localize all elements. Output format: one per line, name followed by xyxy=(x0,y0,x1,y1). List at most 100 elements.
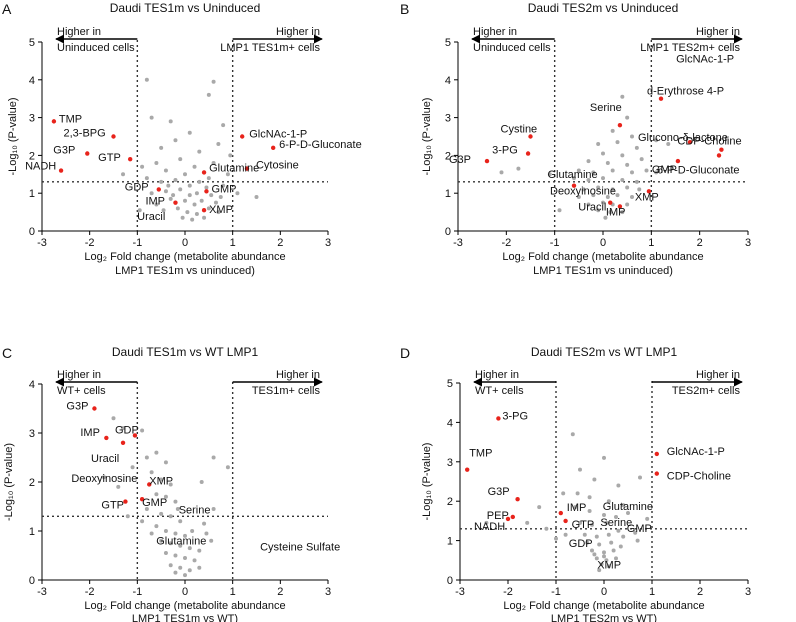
data-point-nonsignificant xyxy=(211,160,216,165)
x-tick-label: -1 xyxy=(132,586,142,598)
x-tick-label: -1 xyxy=(551,586,561,598)
y-tick-label: 3 xyxy=(447,457,453,469)
data-point-nonsignificant xyxy=(154,202,159,207)
data-point-nonsignificant xyxy=(216,142,221,147)
data-point-nonsignificant xyxy=(192,558,197,563)
data-point-nonsignificant xyxy=(168,541,173,546)
volcano-panel-d: D Daudi TES2m vs WT LMP1 -3 -2 -1 0 1 2 3 0 1 2 3 4 5 L… xyxy=(400,345,751,622)
data-point-nonsignificant xyxy=(581,187,586,192)
data-point-significant xyxy=(156,187,161,192)
data-point-nonsignificant xyxy=(599,562,604,567)
metabolite-label: IMP xyxy=(567,502,587,514)
x-tick-label: -3 xyxy=(453,237,463,249)
data-point-nonsignificant xyxy=(484,520,489,525)
data-point-nonsignificant xyxy=(620,210,625,215)
y-tick-label: 2 xyxy=(445,150,451,162)
x-axis-label-line2: LMP1 TES1m vs uninduced) xyxy=(533,265,673,277)
data-point-significant xyxy=(58,168,64,173)
data-point-nonsignificant xyxy=(654,170,659,175)
data-point-nonsignificant xyxy=(601,200,605,205)
data-point-nonsignificant xyxy=(254,194,259,199)
metabolite-label: CDP-Choline xyxy=(677,136,741,148)
data-point-nonsignificant xyxy=(202,521,207,526)
data-point-nonsignificant xyxy=(168,482,173,487)
metabolite-label: XMP xyxy=(635,191,659,203)
data-point-significant xyxy=(465,467,470,472)
metabolite-label: GlcNAc-1-P xyxy=(667,446,725,458)
data-point-significant xyxy=(675,158,681,164)
data-point-significant xyxy=(525,151,531,156)
x-tick-label: 1 xyxy=(230,586,236,598)
data-point-significant xyxy=(646,189,652,194)
data-point-nonsignificant xyxy=(163,168,168,173)
data-point-nonsignificant xyxy=(149,191,154,196)
data-point-nonsignificant xyxy=(183,555,187,560)
metabolite-label: Uracil xyxy=(578,202,606,214)
panel-title: Daudi TES2m vs WT LMP1 xyxy=(531,345,678,359)
x-tick-label: 2 xyxy=(697,237,703,249)
y-tick-label: 1 xyxy=(445,188,451,200)
data-point-nonsignificant xyxy=(630,170,634,175)
data-point-nonsignificant xyxy=(616,528,621,533)
data-point-nonsignificant xyxy=(633,530,638,535)
data-point-significant xyxy=(658,96,664,101)
data-point-nonsignificant xyxy=(228,153,233,158)
y-tick-label: 1 xyxy=(29,188,35,200)
data-point-nonsignificant xyxy=(590,522,594,527)
data-point-nonsignificant xyxy=(130,465,135,470)
data-point-nonsignificant xyxy=(159,179,164,184)
arrow-left-label: Higher in xyxy=(473,26,517,38)
metabolite-label: G3P xyxy=(488,486,510,498)
data-point-nonsignificant xyxy=(601,176,605,181)
data-point-significant xyxy=(139,496,145,502)
data-point-nonsignificant xyxy=(610,128,615,133)
data-point-nonsignificant xyxy=(154,492,159,497)
arrow-right-label-line2: TES2m+ cells xyxy=(672,385,741,397)
data-point-nonsignificant xyxy=(645,516,650,521)
data-point-significant xyxy=(120,440,126,445)
data-point-nonsignificant xyxy=(591,193,596,198)
x-tick-label: 1 xyxy=(649,586,655,598)
x-tick-label: 0 xyxy=(600,237,606,249)
data-point-nonsignificant xyxy=(575,491,580,496)
data-point-significant xyxy=(484,158,490,164)
x-tick-label: -2 xyxy=(501,237,511,249)
data-point-nonsignificant xyxy=(173,499,178,504)
data-point-nonsignificant xyxy=(597,542,602,547)
data-point-nonsignificant xyxy=(199,198,204,203)
data-point-nonsignificant xyxy=(608,210,613,215)
data-point-nonsignificant xyxy=(634,179,639,184)
data-point-nonsignificant xyxy=(190,529,195,533)
metabolite-label: CDP-Choline xyxy=(667,471,731,483)
data-point-nonsignificant xyxy=(173,531,178,536)
x-tick-label: 0 xyxy=(601,586,607,598)
data-point-nonsignificant xyxy=(601,151,605,156)
panel-label: D xyxy=(400,345,410,361)
data-point-nonsignificant xyxy=(587,495,592,500)
data-point-nonsignificant xyxy=(614,514,618,519)
data-point-nonsignificant xyxy=(190,217,195,222)
data-point-nonsignificant xyxy=(159,145,164,150)
metabolite-label: d-Erythrose 4-P xyxy=(647,86,724,98)
data-point-significant xyxy=(51,119,57,124)
x-tick-label: -1 xyxy=(132,237,142,249)
data-point-nonsignificant xyxy=(614,556,618,561)
x-tick-label: 1 xyxy=(230,237,236,249)
data-point-nonsignificant xyxy=(606,532,611,537)
data-point-significant xyxy=(528,134,533,139)
x-tick-label: 0 xyxy=(182,237,188,249)
data-point-nonsignificant xyxy=(149,115,154,120)
panel-label: C xyxy=(2,345,12,361)
data-point-nonsignificant xyxy=(111,416,116,421)
x-tick-label: -2 xyxy=(85,237,95,249)
data-point-significant xyxy=(563,518,568,524)
data-point-nonsignificant xyxy=(630,194,634,199)
metabolite-label: G3P xyxy=(66,401,88,413)
y-tick-label: 4 xyxy=(447,417,453,429)
data-point-nonsignificant xyxy=(225,172,230,177)
metabolite-label: Serine xyxy=(179,505,211,517)
data-point-nonsignificant xyxy=(638,475,642,480)
y-tick-label: 5 xyxy=(29,37,35,49)
data-point-nonsignificant xyxy=(578,467,582,472)
x-tick-label: -2 xyxy=(503,586,513,598)
